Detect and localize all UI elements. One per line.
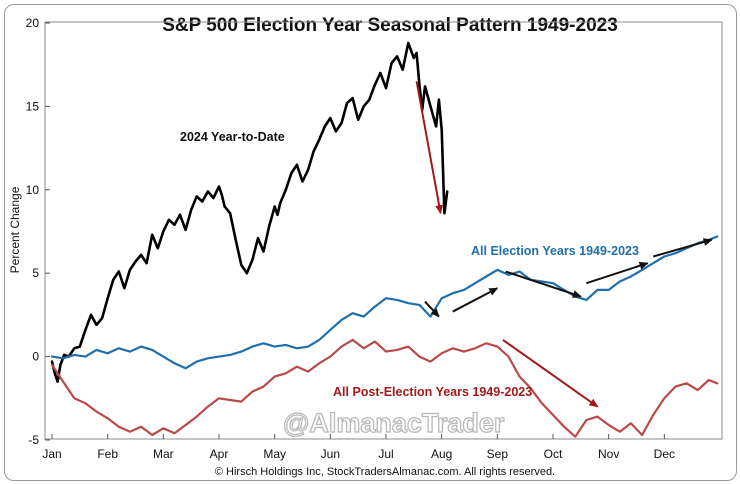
annotation-arrow-2 — [505, 270, 582, 298]
label-2024-ytd: 2024 Year-to-Date — [180, 130, 285, 144]
x-tick-label-3: Apr — [210, 447, 229, 461]
annotation-arrow-1 — [452, 287, 499, 313]
x-tick-label-6: Jul — [378, 447, 393, 461]
x-tick-label-11: Dec — [654, 447, 675, 461]
x-axis-ticks: Jan Feb Mar Apr May Jun Jul Aug Sep Oct Nov Dec — [42, 434, 675, 461]
copyright-footer: © Hirsch Holdings Inc, StockTradersAlman… — [215, 466, 555, 478]
annotation-arrows — [415, 81, 713, 408]
annotation-arrow-3 — [586, 261, 649, 285]
y-tick-label-4: 15 — [26, 99, 40, 113]
annotation-arrow-6 — [502, 339, 599, 408]
y-tick-label-0: -5 — [28, 433, 39, 447]
x-tick-label-5: Jun — [321, 447, 340, 461]
chart-title: S&P 500 Election Year Seasonal Pattern 1… — [162, 15, 618, 36]
series-line-2 — [50, 338, 719, 438]
y-axis-ticks: -5 0 5 10 15 20 — [26, 16, 50, 447]
x-tick-label-4: May — [263, 447, 286, 461]
series-lines — [50, 41, 719, 438]
x-tick-label-10: Nov — [598, 447, 619, 461]
watermark: @AlmanacTrader — [283, 408, 505, 438]
plot-area — [44, 21, 723, 440]
annotation-arrow-0 — [424, 300, 440, 318]
annotation-arrow-5 — [415, 81, 444, 215]
chart-frame — [4, 4, 737, 481]
y-tick-label-1: 0 — [32, 350, 39, 364]
x-tick-label-8: Sep — [487, 447, 509, 461]
label-election-years: All Election Years 1949-2023 — [471, 244, 639, 258]
x-tick-label-2: Mar — [153, 447, 174, 461]
x-tick-label-1: Feb — [97, 447, 118, 461]
annotation-arrow-4 — [652, 238, 713, 258]
y-tick-label-2: 5 — [32, 266, 39, 280]
x-tick-label-9: Oct — [544, 447, 563, 461]
label-post-election-years: All Post-Election Years 1949-2023 — [333, 385, 532, 399]
x-tick-label-0: Jan — [42, 447, 61, 461]
series-line-0 — [50, 41, 449, 383]
series-line-1 — [50, 235, 719, 370]
y-axis-label: Percent Change — [8, 186, 22, 273]
x-tick-label-7: Aug — [431, 447, 452, 461]
y-tick-label-5: 20 — [26, 16, 40, 30]
y-tick-label-3: 10 — [26, 183, 40, 197]
